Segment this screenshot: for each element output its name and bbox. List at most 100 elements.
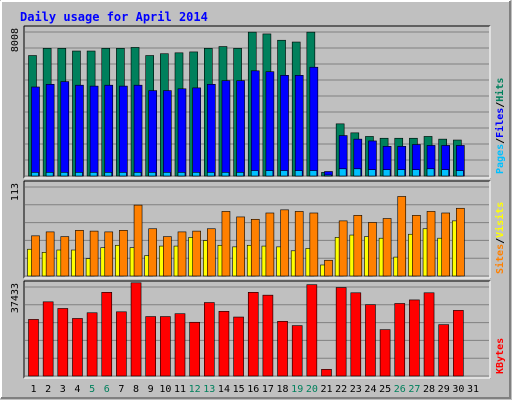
day-label-3: 3: [60, 384, 66, 395]
bar-kbytes-day-26: [394, 303, 406, 377]
bar-sites-day-1: [31, 235, 40, 277]
visits-sites-legend-part: Visits: [494, 202, 506, 238]
kbytes-legend: KBytes: [495, 338, 506, 374]
bar-sites-day-8: [133, 204, 143, 277]
day-label-8: 8: [133, 384, 139, 395]
bar-sites-day-12: [192, 230, 201, 277]
bar-files-day-16: [250, 70, 260, 177]
bar-pages-day-12: [192, 172, 200, 177]
kbytes-max-label: 37433: [10, 283, 21, 313]
hits-files-pages-legend-part: Pages: [495, 144, 506, 174]
bar-kbytes-day-2: [42, 301, 54, 377]
day-label-13: 13: [203, 384, 215, 395]
day-label-24: 24: [364, 384, 376, 395]
bar-pages-day-1: [31, 172, 39, 177]
visits-sites-panel: 113 Sites/Visits: [10, 180, 506, 279]
day-label-16: 16: [247, 384, 259, 395]
day-label-18: 18: [277, 384, 289, 395]
bar-files-day-1: [31, 86, 40, 177]
bar-pages-day-2: [45, 172, 54, 177]
day-label-31: 31: [467, 384, 479, 395]
bar-sites-day-9: [148, 228, 157, 277]
day-label-23: 23: [350, 384, 362, 395]
bar-kbytes-day-19: [291, 325, 303, 377]
bar-pages-day-22: [338, 168, 347, 177]
bar-sites-day-29: [441, 212, 451, 277]
day-label-11: 11: [174, 384, 186, 395]
bar-pages-day-16: [250, 170, 259, 177]
bar-pages-day-6: [104, 172, 113, 177]
bar-kbytes-day-12: [189, 321, 200, 377]
bar-pages-day-24: [368, 169, 376, 177]
bar-sites-day-14: [221, 211, 231, 277]
bar-pages-day-10: [163, 172, 171, 177]
bar-files-day-13: [207, 83, 216, 177]
bar-files-day-5: [89, 85, 99, 177]
bar-sites-day-3: [60, 236, 70, 277]
bar-kbytes-day-17: [262, 294, 274, 377]
bar-sites-day-25: [382, 218, 392, 277]
bar-pages-day-4: [75, 172, 83, 177]
day-label-2: 2: [45, 384, 51, 395]
bar-pages-day-29: [441, 169, 450, 177]
bar-files-day-3: [60, 81, 70, 177]
bar-pages-day-8: [133, 172, 142, 177]
bar-pages-day-20: [309, 170, 318, 177]
bar-pages-day-5: [89, 172, 98, 177]
bar-sites-day-2: [45, 231, 55, 277]
bar-kbytes-day-23: [350, 292, 362, 377]
day-label-4: 4: [74, 384, 80, 395]
hits-files-pages-legend-part: Hits: [494, 78, 506, 102]
day-label-7: 7: [118, 384, 124, 395]
bar-pages-day-28: [426, 168, 435, 177]
kbytes-panel: 37433 KBytes: [10, 280, 506, 379]
day-label-6: 6: [104, 384, 110, 395]
bar-pages-day-30: [456, 170, 464, 177]
bar-kbytes-day-24: [365, 304, 376, 377]
bar-pages-day-15: [236, 172, 244, 177]
bar-sites-day-11: [177, 231, 187, 277]
visits-sites-legend-part: /: [495, 238, 506, 244]
bar-kbytes-day-15: [233, 316, 244, 377]
hits-files-pages-max-label: 8008: [10, 28, 21, 52]
bar-pages-day-13: [207, 172, 215, 177]
chart-panels: 8008Pages/Files/Hits113Sites/Visits37433…: [10, 25, 506, 379]
bar-sites-day-7: [119, 230, 128, 277]
bar-kbytes-day-20: [306, 284, 318, 377]
bar-kbytes-day-18: [277, 321, 288, 377]
bar-files-day-14: [221, 80, 231, 177]
day-label-9: 9: [148, 384, 154, 395]
bar-files-day-2: [45, 83, 55, 177]
bar-pages-day-27: [412, 169, 420, 177]
hits-files-pages-legend-part: /: [495, 102, 506, 108]
day-label-17: 17: [262, 384, 274, 395]
day-label-27: 27: [408, 384, 420, 395]
bar-sites-day-23: [353, 215, 363, 277]
bar-sites-day-24: [368, 222, 377, 277]
bar-kbytes-day-21: [321, 369, 332, 377]
day-label-1: 1: [30, 384, 36, 395]
bar-kbytes-day-30: [453, 310, 464, 377]
bar-files-day-11: [177, 88, 187, 177]
bar-sites-day-18: [280, 209, 289, 277]
bar-pages-day-3: [60, 172, 69, 177]
bar-kbytes-day-25: [379, 329, 391, 377]
bar-kbytes-day-4: [72, 318, 83, 377]
bar-pages-day-26: [397, 169, 406, 177]
bar-files-day-10: [163, 90, 172, 177]
day-label-28: 28: [423, 384, 435, 395]
bar-pages-day-23: [353, 168, 362, 177]
chart-title: Daily usage for April 2014: [20, 10, 208, 24]
bar-pages-day-14: [221, 172, 230, 177]
day-label-22: 22: [335, 384, 347, 395]
bar-sites-day-19: [294, 211, 304, 277]
bar-sites-day-15: [236, 216, 245, 277]
bar-files-day-15: [236, 80, 245, 177]
day-label-25: 25: [379, 384, 391, 395]
bar-files-day-6: [104, 84, 114, 177]
kbytes-legend-part: KBytes: [495, 338, 506, 374]
bar-kbytes-day-11: [174, 313, 186, 377]
day-label-21: 21: [320, 384, 332, 395]
